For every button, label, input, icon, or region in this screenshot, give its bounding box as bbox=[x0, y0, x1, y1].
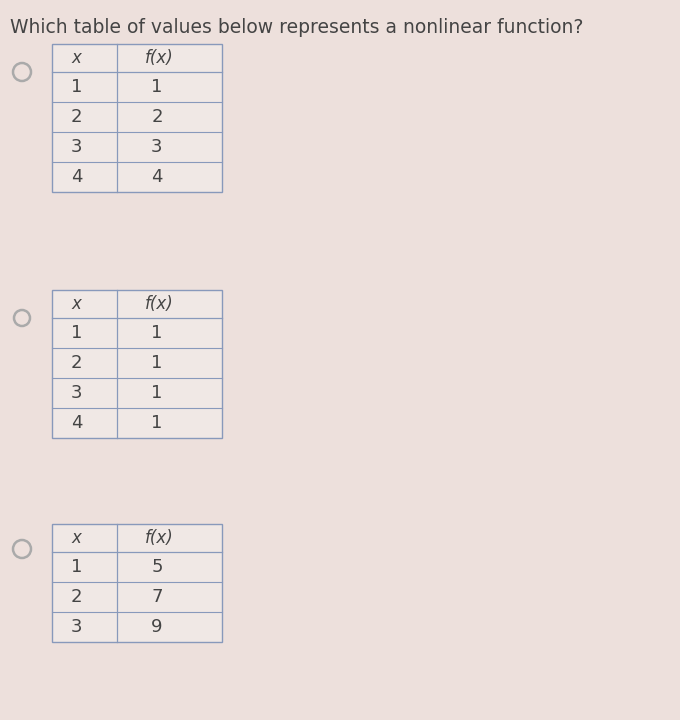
Text: f(x): f(x) bbox=[145, 295, 173, 313]
Text: 1: 1 bbox=[71, 324, 82, 342]
Text: x: x bbox=[72, 49, 82, 67]
Text: 1: 1 bbox=[151, 414, 163, 432]
Text: 1: 1 bbox=[151, 384, 163, 402]
Text: 2: 2 bbox=[71, 108, 82, 126]
Text: x: x bbox=[72, 529, 82, 547]
Text: 2: 2 bbox=[71, 354, 82, 372]
Text: 5: 5 bbox=[151, 558, 163, 576]
Text: f(x): f(x) bbox=[145, 49, 173, 67]
Text: 1: 1 bbox=[151, 324, 163, 342]
Text: 3: 3 bbox=[151, 138, 163, 156]
Text: 4: 4 bbox=[71, 414, 82, 432]
Text: 4: 4 bbox=[151, 168, 163, 186]
Text: 7: 7 bbox=[151, 588, 163, 606]
Text: 3: 3 bbox=[71, 384, 82, 402]
Text: 1: 1 bbox=[151, 78, 163, 96]
Text: 3: 3 bbox=[71, 138, 82, 156]
Text: 3: 3 bbox=[71, 618, 82, 636]
Text: 4: 4 bbox=[71, 168, 82, 186]
Bar bbox=[52, 290, 222, 438]
Text: 2: 2 bbox=[151, 108, 163, 126]
Text: 9: 9 bbox=[151, 618, 163, 636]
Text: 2: 2 bbox=[71, 588, 82, 606]
Bar bbox=[52, 44, 222, 192]
Text: f(x): f(x) bbox=[145, 529, 173, 547]
Text: 1: 1 bbox=[71, 558, 82, 576]
Text: 1: 1 bbox=[71, 78, 82, 96]
Text: x: x bbox=[72, 295, 82, 313]
Bar bbox=[52, 524, 222, 642]
Text: 1: 1 bbox=[151, 354, 163, 372]
Text: Which table of values below represents a nonlinear function?: Which table of values below represents a… bbox=[10, 18, 583, 37]
